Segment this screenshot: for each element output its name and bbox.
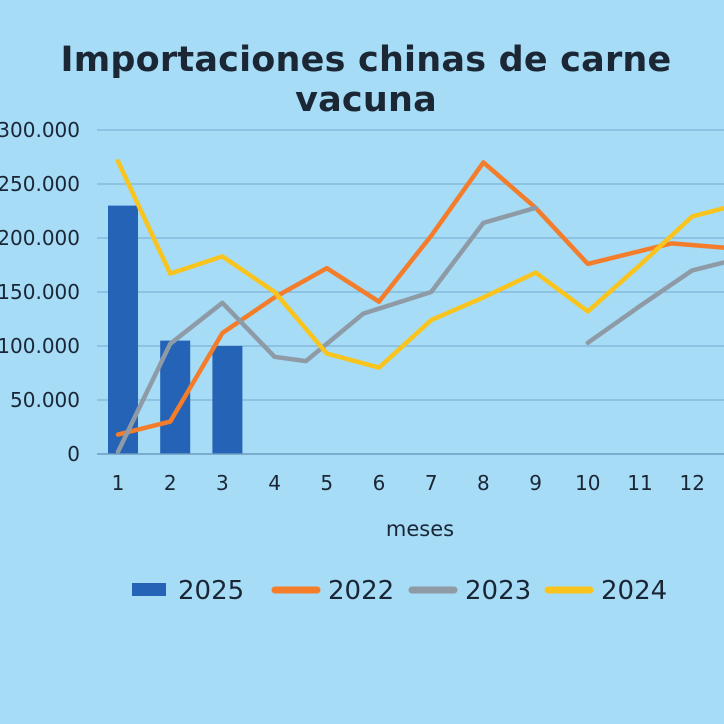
- bar-2025-3: [212, 346, 243, 454]
- line-series-2022: [115, 160, 724, 437]
- bar-2025-1: [108, 205, 138, 454]
- line-series-2024: [115, 159, 724, 370]
- y-tick-label: 50.000: [10, 388, 80, 412]
- y-tick-label: 150.000: [0, 280, 80, 304]
- x-tick-label: 12: [679, 471, 704, 495]
- legend-label: 2025: [178, 576, 244, 606]
- x-tick-label: 2: [164, 471, 177, 495]
- x-tick-label: 5: [320, 471, 333, 495]
- legend-item-2023: 2023: [408, 576, 531, 606]
- y-tick-label: 300.000: [0, 118, 80, 142]
- x-tick-label: 9: [529, 471, 542, 495]
- x-tick-label: 11: [627, 471, 652, 495]
- legend-item-2024: 2024: [544, 576, 667, 606]
- y-tick-label: 250.000: [0, 172, 80, 196]
- x-tick-label: 10: [575, 471, 600, 495]
- x-tick-label: 4: [268, 471, 281, 495]
- y-tick-label: 0: [67, 442, 80, 466]
- legend-item-2025: 2025: [132, 576, 244, 606]
- legend-item-2022: 2022: [271, 576, 394, 606]
- y-tick-label: 200.000: [0, 226, 80, 250]
- line-series-2023: [115, 205, 724, 455]
- x-tick-label: 1: [112, 471, 125, 495]
- x-tick-label: 3: [216, 471, 229, 495]
- x-tick-label: 6: [373, 471, 386, 495]
- legend-label: 2022: [328, 576, 394, 606]
- legend-swatch: [132, 583, 166, 596]
- x-tick-label: 8: [477, 471, 490, 495]
- legend-label: 2024: [601, 576, 667, 606]
- y-tick-label: 100.000: [0, 334, 80, 358]
- x-tick-label: 7: [425, 471, 438, 495]
- chart-title: Importaciones chinas de carne vacuna: [60, 40, 672, 120]
- x-axis-title: meses: [386, 517, 454, 541]
- legend-label: 2023: [465, 576, 531, 606]
